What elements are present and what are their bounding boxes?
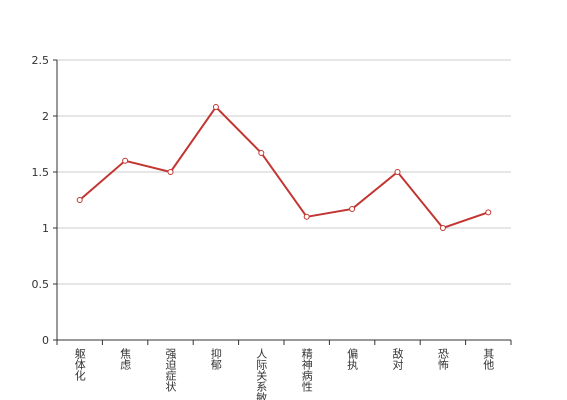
x-tick-label: 敌对 [391, 347, 404, 370]
x-tick-label: 焦虑 [119, 348, 132, 370]
line [79, 105, 489, 230]
x-tick-label: 强迫症状 [164, 348, 177, 392]
point [349, 205, 356, 212]
point [485, 209, 492, 216]
y-tick-label: 1.5 [32, 166, 50, 179]
x-tick-label: 躯体化 [73, 348, 86, 382]
y-tick-label: 2.5 [32, 54, 50, 67]
x-tick-label: 恐怖 [436, 348, 449, 370]
point [258, 149, 265, 156]
x-tick-label: 其他 [482, 348, 495, 370]
point [394, 169, 401, 175]
x-tick-label: 人际关系敏感 [255, 348, 268, 400]
x-tick-label: 抑郁 [209, 347, 222, 370]
point [122, 157, 129, 164]
y-tick-label: 1 [42, 222, 49, 235]
y-tick-label: 0.5 [32, 278, 50, 291]
point [212, 104, 219, 111]
point [76, 197, 83, 203]
x-tick-label: 偏执 [346, 347, 359, 371]
point [303, 213, 310, 220]
point [439, 225, 446, 231]
point [167, 169, 174, 175]
x-tick-label: 精神病性 [300, 348, 313, 393]
y-tick-label: 2 [42, 110, 49, 123]
y-tick-label: 0 [42, 334, 49, 347]
